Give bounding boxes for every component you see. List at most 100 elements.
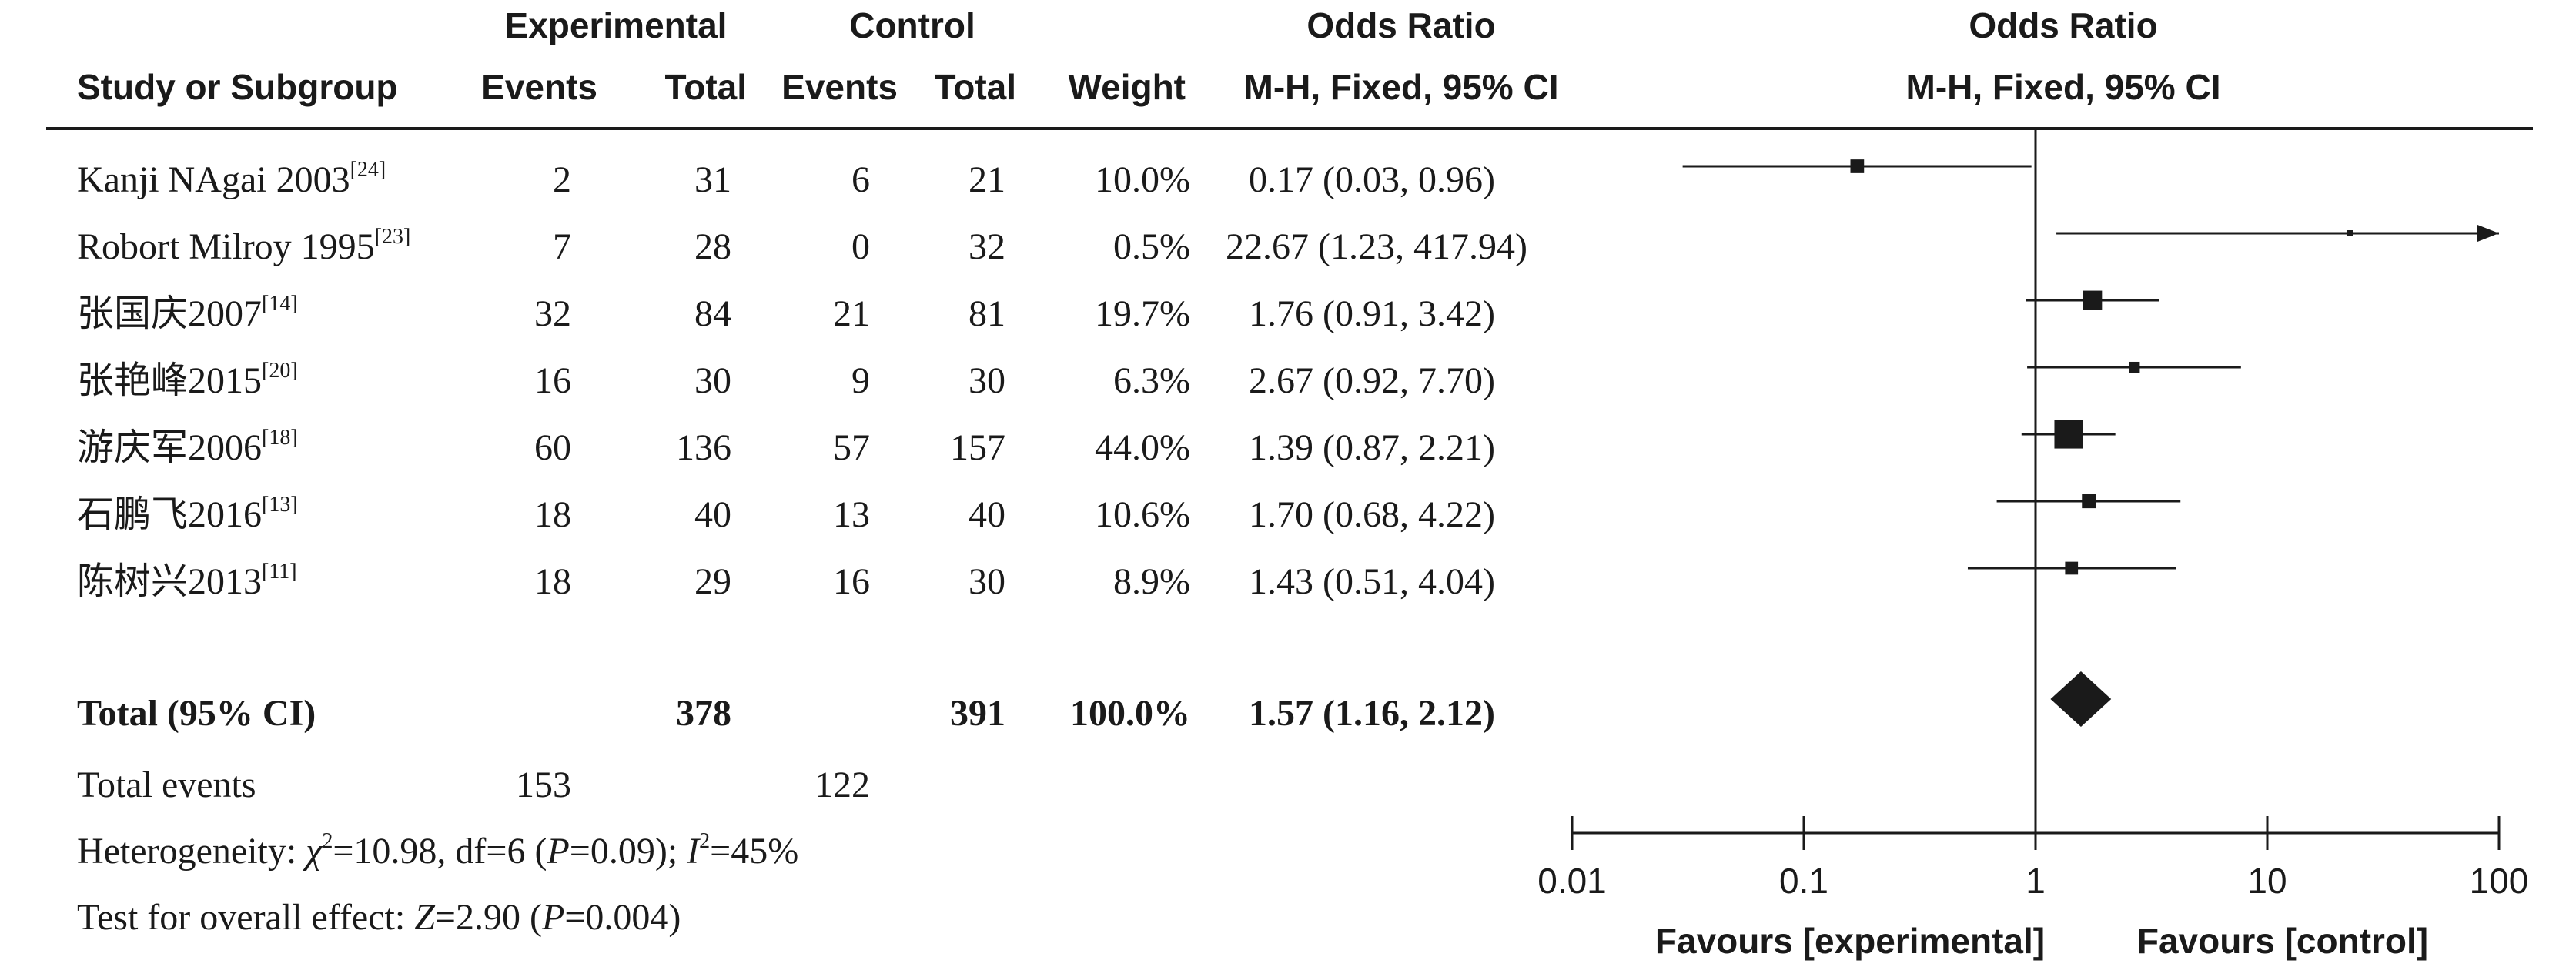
- experimental-total-header: Total: [664, 67, 747, 107]
- overall-effect-prefix: Test for overall effect:: [77, 897, 415, 938]
- heterogeneity-prefix: Heterogeneity:: [77, 831, 306, 872]
- study-weight: 0.5%: [1113, 226, 1190, 267]
- heterogeneity-i-sup: 2: [699, 829, 711, 853]
- study-name-text: Kanji NAgai 2003: [77, 159, 350, 200]
- control-group-header: Control: [849, 5, 975, 45]
- control-total-header: Total: [934, 67, 1016, 107]
- study-total-exp: 84: [694, 293, 731, 334]
- heterogeneity-text: Heterogeneity: χ2=10.98, df=6 (P=0.09); …: [77, 831, 799, 872]
- study-point: [2083, 290, 2103, 310]
- study-name-text: 张艳峰2015: [77, 360, 263, 401]
- plot-title: Odds Ratio: [1969, 5, 2158, 45]
- study-weight: 10.0%: [1095, 159, 1190, 200]
- study-ci-text: 2.67 (0.92, 7.70): [1249, 360, 1495, 401]
- study-name-text: 张国庆2007: [77, 293, 263, 334]
- study-reference: [11]: [262, 560, 297, 584]
- study-events-exp: 18: [534, 494, 571, 535]
- summary-total-ctl: 391: [950, 693, 1005, 734]
- study-ci-text: 22.67 (1.23, 417.94): [1226, 226, 1527, 267]
- overall-effect-pval: =0.004): [564, 897, 681, 938]
- x-tick-label: 0.01: [1537, 861, 1607, 901]
- study-point: [1850, 159, 1865, 173]
- study-ci-text: 1.39 (0.87, 2.21): [1249, 427, 1495, 468]
- study-events-ctl: 6: [851, 159, 870, 200]
- study-ci-text: 0.17 (0.03, 0.96): [1249, 159, 1495, 200]
- pooled-diamond: [2050, 671, 2112, 727]
- study-total-exp: 136: [676, 427, 731, 468]
- summary-total-exp: 378: [676, 693, 731, 734]
- study-events-exp: 16: [534, 360, 571, 401]
- heterogeneity-i: I: [687, 831, 700, 872]
- study-events-exp: 60: [534, 427, 571, 468]
- heterogeneity-chi: χ: [306, 831, 323, 872]
- study-name-text: 陈树兴2013: [77, 561, 263, 602]
- study-column-header: Study or Subgroup: [77, 67, 398, 107]
- study-ci-text: 1.76 (0.91, 3.42): [1249, 293, 1495, 334]
- study-weight: 19.7%: [1095, 293, 1190, 334]
- heterogeneity-chi-sup: 2: [322, 829, 333, 853]
- header-divider: [46, 127, 2533, 130]
- study-ci-arrow: [2477, 225, 2499, 242]
- study-total-ctl: 30: [969, 561, 1005, 602]
- overall-effect-zval: =2.90 (: [434, 897, 542, 938]
- study-total-exp: 28: [694, 226, 731, 267]
- study-total-ctl: 157: [950, 427, 1005, 468]
- overall-effect-z: Z: [414, 897, 435, 938]
- study-total-ctl: 30: [969, 360, 1005, 401]
- x-tick-label: 100: [2470, 861, 2529, 901]
- study-reference: [14]: [262, 292, 298, 316]
- study-weight: 8.9%: [1113, 561, 1190, 602]
- summary-label: Total (95% CI): [77, 693, 316, 734]
- study-name: 石鹏飞2016[13]: [77, 494, 298, 534]
- study-name-text: 游庆军2006: [77, 427, 263, 468]
- weight-header: Weight: [1068, 67, 1186, 107]
- experimental-group-header: Experimental: [504, 5, 728, 45]
- study-events-exp: 32: [534, 293, 571, 334]
- study-name: Kanji NAgai 2003[24]: [77, 159, 386, 200]
- study-ci-text: 1.43 (0.51, 4.04): [1249, 561, 1495, 602]
- study-weight: 6.3%: [1113, 360, 1190, 401]
- overall-effect-text: Test for overall effect: Z=2.90 (P=0.004…: [77, 899, 681, 936]
- study-name: 陈树兴2013[11]: [77, 561, 297, 602]
- study-events-ctl: 0: [851, 226, 870, 267]
- study-weight: 10.6%: [1095, 494, 1190, 535]
- study-point: [2054, 420, 2083, 449]
- study-events-ctl: 13: [833, 494, 870, 535]
- study-reference: [24]: [350, 158, 386, 182]
- total-events-label: Total events: [77, 765, 256, 805]
- favours-experimental-label: Favours [experimental]: [1655, 921, 2045, 961]
- heterogeneity-mid: =10.98, df=6 (: [333, 831, 547, 872]
- summary-or-text: 1.57 (1.16, 2.12): [1249, 693, 1495, 734]
- study-weight: 44.0%: [1095, 427, 1190, 468]
- study-events-exp: 2: [553, 159, 571, 200]
- study-events-ctl: 57: [833, 427, 870, 468]
- study-name: 张国庆2007[14]: [77, 293, 298, 334]
- experimental-events-header: Events: [481, 67, 597, 107]
- study-point: [2082, 494, 2096, 509]
- study-events-ctl: 16: [833, 561, 870, 602]
- plot-method-header: M-H, Fixed, 95% CI: [1905, 67, 2221, 107]
- study-name: 张艳峰2015[20]: [77, 360, 298, 401]
- study-reference: [20]: [262, 359, 298, 383]
- study-total-exp: 29: [694, 561, 731, 602]
- study-total-ctl: 40: [969, 494, 1005, 535]
- heterogeneity-p: P: [547, 831, 570, 872]
- study-ci-text: 1.70 (0.68, 4.22): [1249, 494, 1495, 535]
- heterogeneity-ival: =45%: [710, 831, 799, 872]
- study-events-ctl: 21: [833, 293, 870, 334]
- study-point: [2346, 230, 2353, 236]
- total-events-exp: 153: [516, 765, 571, 805]
- overall-effect-p: P: [541, 897, 565, 938]
- study-name: Robort Milroy 1995[23]: [77, 226, 410, 266]
- study-total-exp: 30: [694, 360, 731, 401]
- heterogeneity-pval: =0.09);: [569, 831, 687, 872]
- study-events-exp: 18: [534, 561, 571, 602]
- method-header: M-H, Fixed, 95% CI: [1243, 67, 1559, 107]
- study-total-ctl: 32: [969, 226, 1005, 267]
- summary-weight: 100.0%: [1070, 693, 1190, 734]
- x-tick-label: 0.1: [1779, 861, 1828, 901]
- study-events-exp: 7: [553, 226, 571, 267]
- study-reference: [13]: [262, 493, 298, 517]
- favours-control-label: Favours [control]: [2137, 921, 2428, 961]
